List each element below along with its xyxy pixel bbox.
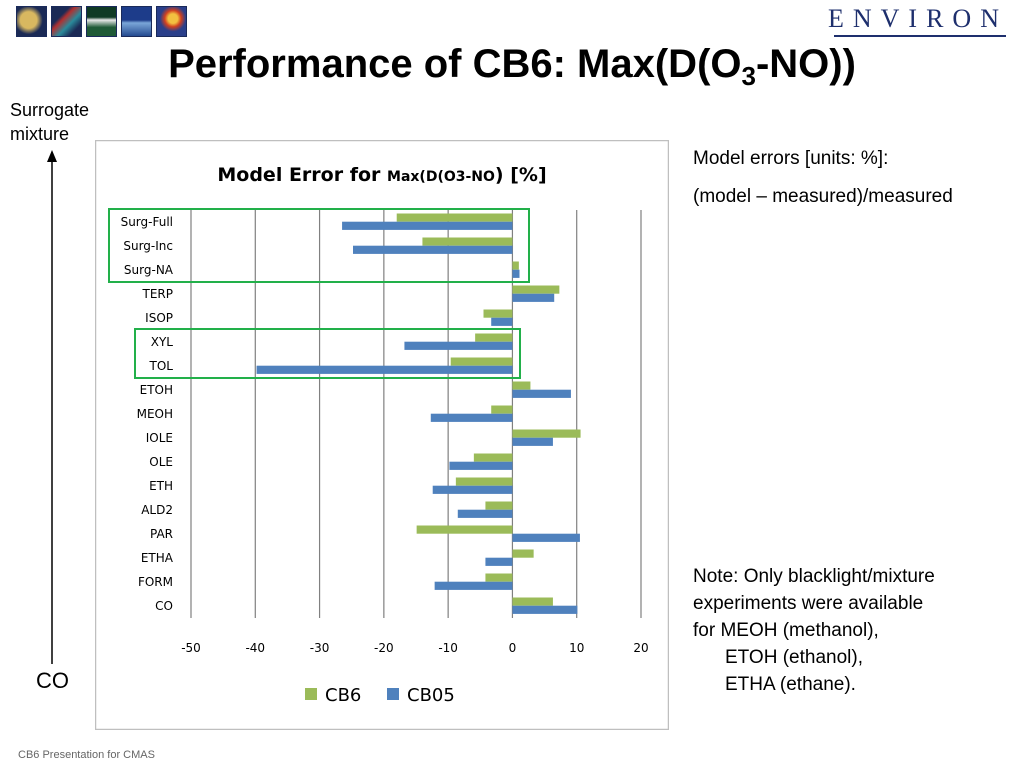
bar-cb05-surg-na <box>512 269 520 278</box>
bar-cb6-form <box>485 573 513 582</box>
co-axis-label: CO <box>36 668 69 693</box>
bar-cb05-isop <box>491 317 513 326</box>
legend-label-cb05: CB05 <box>407 685 455 706</box>
page-title: Performance of CB6: Max(D(O3-NO)) <box>168 42 856 91</box>
bar-cb05-co <box>512 605 578 614</box>
category-label-etoh: ETOH <box>140 383 173 397</box>
x-tick-label--10: -10 <box>438 641 458 655</box>
bar-cb6-co <box>512 597 553 606</box>
category-label-ald2: ALD2 <box>141 503 173 517</box>
bar-cb6-eth <box>455 477 513 486</box>
category-label-isop: ISOP <box>145 311 173 325</box>
bar-cb6-surg-na <box>512 261 519 270</box>
bar-cb6-xyl <box>475 333 513 342</box>
x-tick-label-0: 0 <box>509 641 517 655</box>
photo-thumbnail-2-icon <box>51 6 82 37</box>
category-label-form: FORM <box>138 575 173 589</box>
highlight-box-2 <box>134 328 521 379</box>
bar-cb6-terp <box>512 285 560 294</box>
bar-cb05-surg-inc <box>353 245 513 254</box>
category-label-surg-na: Surg-NA <box>124 263 174 277</box>
category-label-co: CO <box>155 599 173 613</box>
legend-swatch-cb05 <box>387 688 399 700</box>
x-tick-label--40: -40 <box>245 641 265 655</box>
category-label-iole: IOLE <box>146 431 173 445</box>
chart-title: Model Error for Max(D(O3-NO) [%] <box>217 164 546 186</box>
bar-cb6-isop <box>483 309 513 318</box>
bar-cb6-surg-full <box>396 213 513 222</box>
bar-cb05-xyl <box>404 341 513 350</box>
header-thumbnails <box>16 6 187 37</box>
bar-cb6-par <box>416 525 513 534</box>
category-label-surg-inc: Surg-Inc <box>123 239 173 253</box>
bar-cb05-ole <box>449 461 513 470</box>
x-tick-label-10: 10 <box>569 641 584 655</box>
bar-cb05-par <box>512 533 580 542</box>
bar-cb6-etha <box>512 549 534 558</box>
bar-cb6-meoh <box>491 405 513 414</box>
category-label-terp: TERP <box>142 287 174 301</box>
bar-cb6-ole <box>473 453 513 462</box>
category-label-etha: ETHA <box>141 551 174 565</box>
x-tick-label-20: 20 <box>633 641 648 655</box>
bar-cb05-etha <box>485 557 513 566</box>
bar-cb05-etoh <box>512 389 571 398</box>
surrogate-mixture-label: Surrogate mixture <box>10 100 90 144</box>
bar-cb6-ald2 <box>485 501 513 510</box>
bar-cb05-ald2 <box>457 509 513 518</box>
legend-label-cb6: CB6 <box>325 685 361 706</box>
environ-logo: ENVIRON <box>828 4 1008 33</box>
logo-underline <box>834 35 1006 37</box>
availability-note: Note: Only blacklight/mixture experiment… <box>693 566 935 695</box>
vertical-arrow <box>47 150 57 664</box>
bar-cb6-etoh <box>512 381 531 390</box>
bar-cb05-terp <box>512 293 555 302</box>
category-label-par: PAR <box>150 527 173 541</box>
footer-text: CB6 Presentation for CMAS <box>18 749 155 761</box>
x-tick-label--20: -20 <box>374 641 394 655</box>
bar-cb6-surg-inc <box>422 237 513 246</box>
model-error-chart: Model Error for Max(D(O3-NO) [%] Surg-Ful… <box>95 140 669 730</box>
highlight-box-1 <box>108 208 530 283</box>
photo-thumbnail-4-icon <box>121 6 152 37</box>
photo-thumbnail-5-icon <box>156 6 187 37</box>
x-tick-label--30: -30 <box>310 641 330 655</box>
category-label-tol: TOL <box>149 359 174 373</box>
bar-cb6-iole <box>512 429 581 438</box>
category-label-surg-full: Surg-Full <box>121 215 173 229</box>
bar-cb05-iole <box>512 437 553 446</box>
bar-cb6-tol <box>450 357 513 366</box>
category-label-meoh: MEOH <box>137 407 173 421</box>
category-label-eth: ETH <box>149 479 173 493</box>
bar-cb05-eth <box>432 485 513 494</box>
bar-cb05-meoh <box>430 413 513 422</box>
bar-cb05-form <box>434 581 513 590</box>
category-label-ole: OLE <box>149 455 173 469</box>
photo-thumbnail-3-icon <box>86 6 117 37</box>
legend-swatch-cb6 <box>305 688 317 700</box>
bar-cb05-surg-full <box>342 221 513 230</box>
model-errors-note: Model errors [units: %]: (model – measur… <box>693 148 953 207</box>
bar-cb05-tol <box>256 365 513 374</box>
x-tick-label--50: -50 <box>181 641 201 655</box>
category-label-xyl: XYL <box>151 335 174 349</box>
photo-thumbnail-1-icon <box>16 6 47 37</box>
